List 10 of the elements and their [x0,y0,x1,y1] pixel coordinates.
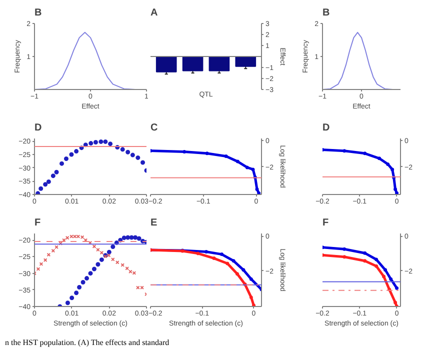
chart-title: F [322,218,329,228]
chart-title: D [34,122,42,134]
chart-title: F [34,218,41,228]
chart-title: E [150,218,158,228]
text: n the HST population. (A) The effects and standard [5,337,170,348]
chart-title: A [150,8,158,18]
chart-title: D [322,122,330,134]
chart-title: C [150,122,158,134]
chart-title: B [322,8,330,18]
chart-title: B [34,8,42,18]
